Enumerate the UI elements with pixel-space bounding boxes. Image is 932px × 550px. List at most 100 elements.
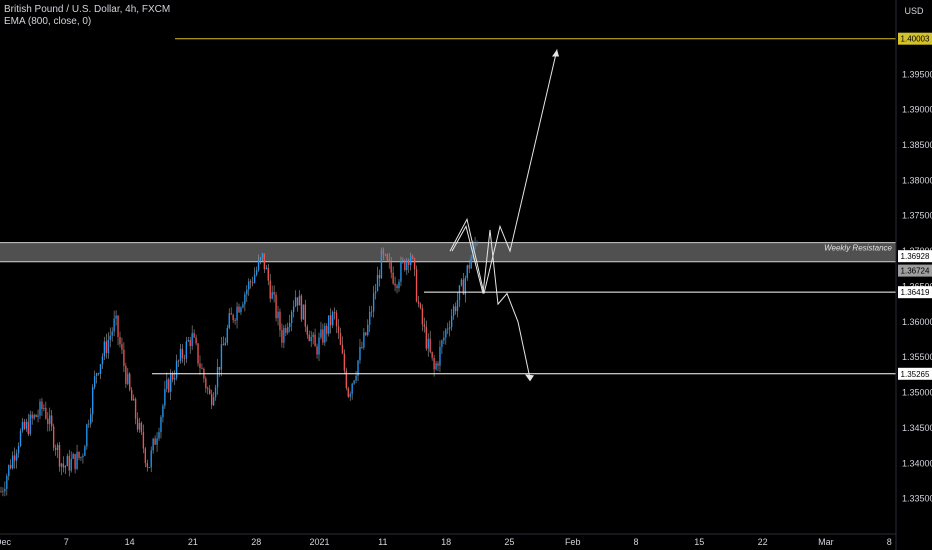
candle-body bbox=[2, 491, 4, 492]
candles-layer bbox=[0, 237, 478, 497]
candle-body bbox=[337, 326, 340, 333]
candle-body bbox=[35, 414, 37, 417]
candle-body bbox=[131, 389, 133, 401]
candle bbox=[246, 285, 248, 302]
candle bbox=[439, 340, 441, 372]
price-tick-label: 1.35000 bbox=[902, 388, 932, 398]
candle bbox=[84, 444, 86, 456]
candle bbox=[425, 320, 427, 351]
candle-body bbox=[287, 327, 289, 333]
candle bbox=[105, 333, 108, 359]
candle-body bbox=[80, 456, 82, 458]
candle-body bbox=[238, 306, 240, 313]
candle bbox=[80, 456, 82, 461]
candle bbox=[470, 255, 472, 269]
candle-body bbox=[255, 270, 258, 275]
candle bbox=[287, 322, 289, 335]
candle-body bbox=[140, 422, 143, 433]
candle bbox=[173, 370, 176, 385]
bullish-arrow-head bbox=[552, 49, 559, 57]
candle-body bbox=[372, 293, 375, 312]
candle-body bbox=[127, 373, 129, 384]
candle-body bbox=[72, 454, 74, 459]
candle-body bbox=[454, 306, 457, 312]
candle bbox=[302, 304, 305, 320]
candle bbox=[265, 265, 267, 270]
candle bbox=[251, 276, 254, 287]
candle bbox=[60, 462, 63, 476]
price-label-text: 1.36928 bbox=[901, 252, 930, 261]
candle bbox=[203, 367, 205, 383]
candle bbox=[277, 305, 279, 326]
candle-body bbox=[242, 304, 244, 308]
candle-body bbox=[177, 360, 180, 362]
candle-body bbox=[324, 325, 326, 343]
candle bbox=[115, 310, 117, 326]
candle-body bbox=[392, 272, 394, 284]
candle-body bbox=[261, 253, 264, 258]
candle-body bbox=[88, 423, 90, 425]
candle-body bbox=[234, 320, 236, 322]
candle bbox=[54, 444, 57, 456]
candle bbox=[76, 444, 78, 471]
candle-body bbox=[105, 341, 108, 354]
candle-body bbox=[367, 324, 369, 335]
candle bbox=[427, 333, 429, 357]
candle bbox=[99, 364, 102, 380]
price-label-bg bbox=[898, 264, 932, 277]
candle-body bbox=[244, 294, 246, 305]
price-label: 1.40003 bbox=[898, 32, 932, 45]
candle bbox=[214, 384, 217, 401]
candle bbox=[2, 487, 4, 497]
candle-body bbox=[404, 260, 406, 271]
candle bbox=[431, 351, 433, 361]
candle bbox=[68, 449, 70, 477]
candle bbox=[370, 305, 373, 317]
price-label: 1.35265 bbox=[898, 367, 932, 380]
candle-body bbox=[0, 491, 2, 493]
candle bbox=[283, 325, 285, 349]
candle-body bbox=[406, 260, 408, 271]
candle-body bbox=[60, 463, 63, 467]
candle-body bbox=[160, 417, 162, 433]
candle bbox=[263, 253, 266, 273]
candle bbox=[218, 366, 221, 377]
candle-body bbox=[345, 370, 347, 389]
candle bbox=[228, 308, 230, 330]
candle bbox=[351, 382, 353, 400]
candle-body bbox=[439, 346, 441, 366]
candle bbox=[433, 354, 435, 377]
candle bbox=[220, 336, 223, 377]
candle bbox=[388, 253, 390, 269]
time-tick-label: 11 bbox=[378, 537, 387, 547]
candle bbox=[357, 359, 359, 381]
candle bbox=[458, 285, 461, 308]
candle-body bbox=[277, 311, 279, 319]
candle-body bbox=[285, 328, 287, 333]
candle-body bbox=[68, 455, 70, 471]
price-label-bg bbox=[898, 286, 932, 299]
candle bbox=[234, 318, 236, 325]
candle bbox=[21, 418, 24, 433]
candle bbox=[374, 283, 377, 300]
candle-body bbox=[193, 333, 195, 338]
candle-body bbox=[162, 405, 164, 418]
candle-body bbox=[170, 374, 172, 392]
candle-body bbox=[380, 249, 383, 279]
price-tick-label: 1.34500 bbox=[902, 423, 932, 433]
candle bbox=[56, 442, 59, 459]
candle-body bbox=[458, 285, 461, 301]
candle-body bbox=[191, 333, 193, 347]
candle bbox=[62, 456, 65, 473]
candle-body bbox=[449, 327, 451, 329]
candle-body bbox=[300, 295, 303, 320]
candle-body bbox=[246, 289, 248, 295]
candle bbox=[31, 411, 33, 425]
candle bbox=[410, 252, 412, 271]
candle-body bbox=[179, 348, 182, 361]
candle bbox=[359, 338, 361, 364]
candle-body bbox=[347, 388, 349, 397]
candle bbox=[429, 330, 431, 354]
candle-body bbox=[43, 407, 45, 410]
